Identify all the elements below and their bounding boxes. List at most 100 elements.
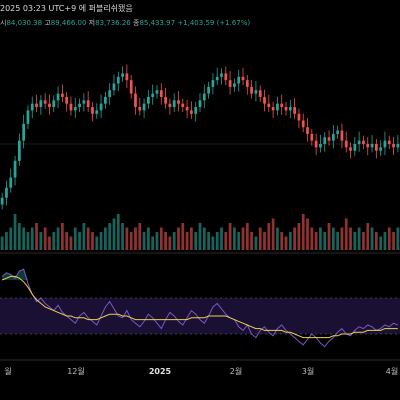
- volume-bar: [250, 232, 253, 250]
- ohlc-low-label: 저: [88, 19, 96, 27]
- rsi-ma-line: [2, 275, 398, 339]
- time-axis-label: 4월: [386, 366, 398, 376]
- candle-body: [138, 107, 142, 111]
- volume-bar: [366, 223, 370, 250]
- candle-body: [263, 96, 266, 104]
- volume-bar: [168, 236, 172, 250]
- volume-bar: [104, 227, 107, 250]
- candle-body: [52, 100, 56, 108]
- candle-body: [233, 83, 236, 87]
- candle-body: [43, 100, 47, 104]
- publish-timestamp: 2025 03:23 UTC+9 에 퍼블리쉬됐음: [0, 4, 133, 13]
- volume-bar: [297, 223, 301, 250]
- candle-body: [310, 133, 314, 141]
- candle-body: [99, 103, 103, 111]
- time-axis-label: 12월: [67, 366, 85, 376]
- time-axis: 월 12월 2025 2월 3월 4월: [4, 366, 398, 376]
- volume-bar: [267, 223, 271, 250]
- volume-bar: [185, 232, 189, 250]
- candle-body: [30, 103, 34, 111]
- volume-bar: [220, 227, 223, 250]
- candle-body: [327, 137, 331, 141]
- candle-body: [198, 100, 202, 108]
- candle-body: [95, 110, 99, 114]
- candle-body: [370, 144, 374, 148]
- volume-bar: [306, 218, 309, 250]
- candle-body: [142, 103, 146, 111]
- volume-bar: [211, 236, 215, 250]
- volume-bar: [108, 223, 112, 250]
- candle-body: [147, 96, 150, 104]
- candle-body: [254, 90, 258, 94]
- candle-body: [108, 90, 112, 97]
- volume-bar: [362, 232, 365, 250]
- volume-bar: [237, 232, 241, 250]
- volume-bar: [134, 227, 137, 250]
- volume-bar: [357, 227, 361, 250]
- time-axis-label: 2025: [149, 367, 172, 376]
- candle-body: [271, 107, 275, 111]
- candle-body: [379, 147, 383, 151]
- volume-bar: [5, 232, 8, 250]
- volume-bar: [39, 232, 43, 250]
- candle-body: [344, 140, 348, 148]
- volume-bar: [383, 232, 387, 250]
- candle-body: [353, 144, 357, 151]
- candle-body: [39, 100, 43, 108]
- volume-bar: [301, 214, 305, 250]
- candle-body: [35, 103, 38, 108]
- ohlc-change-value: +1,403.59 (+1.67%): [177, 19, 251, 27]
- candle-body: [13, 160, 17, 178]
- volume-bar: [327, 223, 331, 250]
- volume-bar: [86, 227, 90, 250]
- volume-bar: [164, 232, 167, 250]
- candle-body: [202, 93, 206, 101]
- candle-body: [267, 103, 271, 108]
- volume-bar: [142, 232, 146, 250]
- volume-bar: [323, 232, 327, 250]
- volume-bar: [314, 232, 318, 250]
- candle-body: [5, 187, 8, 198]
- candle-body: [237, 76, 241, 84]
- time-axis-label: 월: [4, 366, 11, 376]
- volume-bar: [147, 227, 150, 250]
- candle-body: [224, 73, 228, 81]
- candle-body: [181, 103, 185, 108]
- volume-bar: [288, 232, 292, 250]
- volume-bar: [233, 227, 236, 250]
- volume-bar: [271, 218, 275, 250]
- volume-bar: [379, 236, 383, 250]
- candle-body: [362, 140, 365, 144]
- volume-bar: [263, 232, 266, 250]
- candle-body: [172, 100, 176, 108]
- candle-body: [207, 86, 210, 94]
- candle-body: [211, 80, 215, 87]
- candle-body: [340, 130, 344, 141]
- volume-bar: [22, 227, 26, 250]
- candle-body: [185, 107, 189, 111]
- candle-body: [396, 144, 400, 148]
- volume-bar: [276, 227, 279, 250]
- candle-body: [194, 107, 198, 114]
- volume-bar: [181, 223, 185, 250]
- candle-body: [297, 113, 301, 121]
- volume-bar: [48, 236, 51, 250]
- candle-body: [276, 103, 279, 111]
- volume-bar: [224, 232, 228, 250]
- candle-body: [323, 137, 327, 144]
- volume-bar: [82, 223, 86, 250]
- volume-bar: [215, 232, 219, 250]
- volume-bar: [198, 223, 202, 250]
- volume-bar: [387, 227, 391, 250]
- candle-body: [48, 103, 51, 108]
- candle-body: [241, 76, 245, 81]
- candle-body: [177, 100, 180, 104]
- volume-bar: [396, 227, 400, 250]
- candle-body: [331, 133, 335, 141]
- volume-bar: [56, 227, 60, 250]
- volume-bar: [129, 232, 133, 250]
- candle-body: [78, 103, 81, 108]
- candle-body: [319, 144, 322, 148]
- volume-bar: [190, 227, 193, 250]
